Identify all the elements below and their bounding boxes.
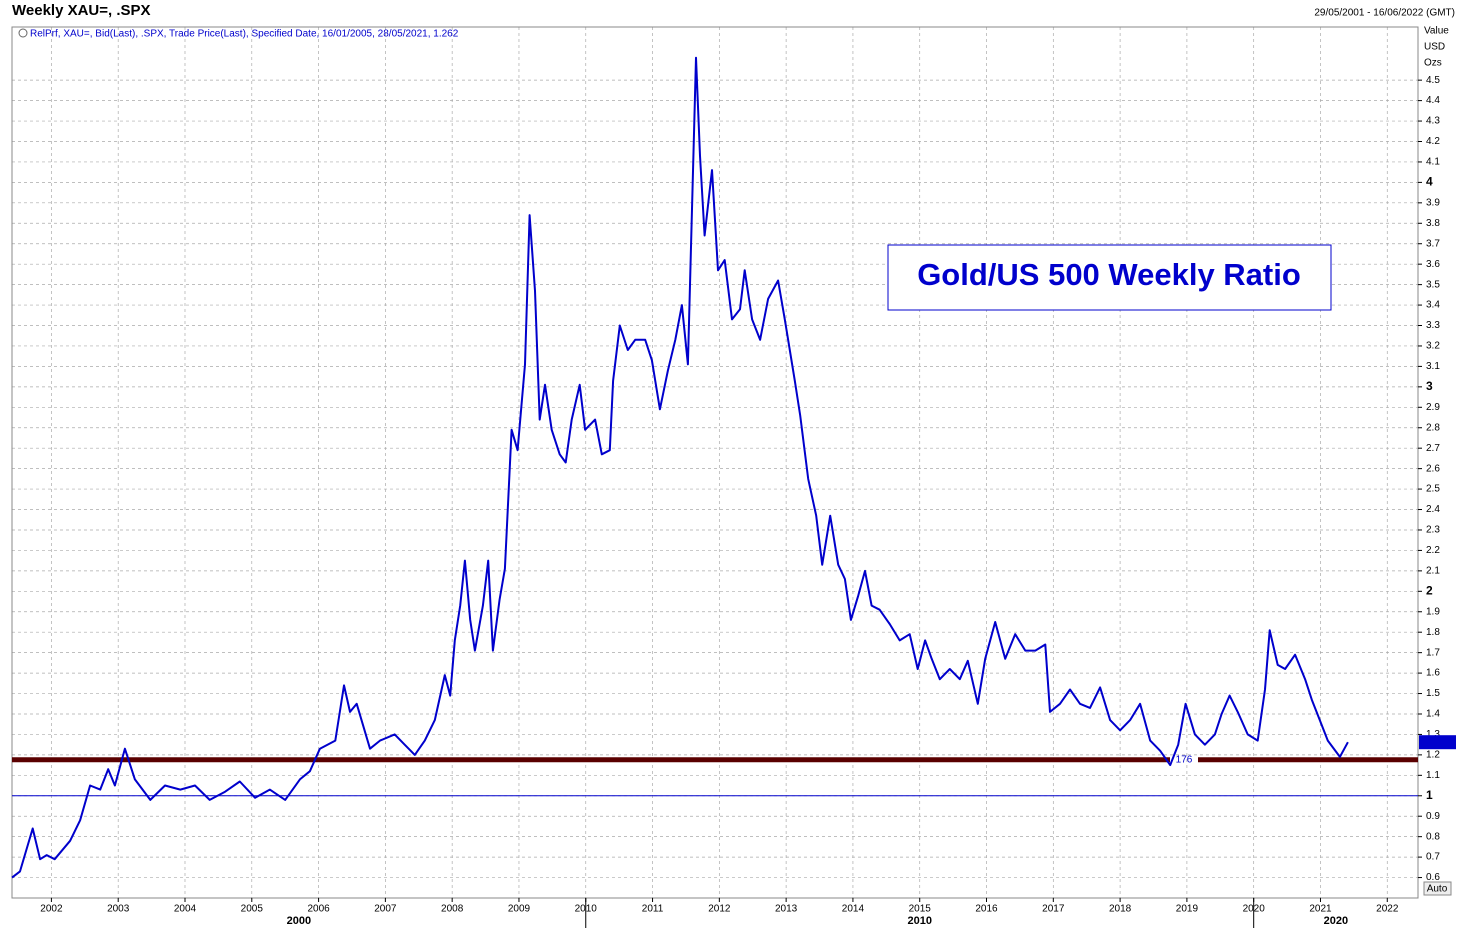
decade-label: 2000 [287,915,311,927]
y-tick-label: 4.1 [1426,157,1440,168]
y-tick-label: 1.2 [1426,750,1440,761]
x-tick-label: 2012 [708,904,731,915]
x-tick-label: 2019 [1176,904,1199,915]
y-tick-label: 4.2 [1426,136,1440,147]
annotation: Gold/US 500 Weekly Ratio [917,257,1301,292]
y-tick-label: 4.5 [1426,75,1440,86]
y-tick-label: 3.2 [1426,341,1440,352]
y-tick-label: 3.4 [1426,300,1440,311]
plot-frame [11,26,1419,899]
x-tick-label: 2022 [1376,904,1399,915]
x-tick-label: 2011 [642,904,664,915]
y-tick-label: 3.9 [1426,197,1440,208]
y-tick-label: 4.4 [1426,95,1440,106]
y-tick-label: 2.7 [1426,443,1440,454]
y-tick-label: 2.3 [1426,525,1440,536]
date-range: 29/05/2001 - 16/06/2022 (GMT) [1314,8,1455,19]
annotation-box [887,244,1332,311]
y-tick-label: 1.8 [1426,627,1440,638]
x-tick-label: 2006 [307,904,330,915]
y-tick-label: 3.8 [1426,218,1440,229]
y-tick-label: 1.9 [1426,606,1440,617]
x-tick-label: 2007 [374,904,397,915]
x-tick-label: 2002 [40,904,63,915]
support-label: 176 [1176,754,1193,765]
y-tick-label: 3.6 [1426,259,1440,270]
chart-title: Weekly XAU=, .SPX [12,2,151,19]
y-tick-label: 1.1 [1426,770,1440,781]
y-tick-label: 1 [1426,788,1433,802]
y-tick-label: 3.1 [1426,361,1440,372]
y-tick-label: 3 [1426,379,1433,393]
y-tick-label: 2.1 [1426,566,1440,577]
legend-icon [18,28,28,38]
x-tick-label: 2018 [1109,904,1132,915]
y-tick-label: 2.9 [1426,402,1440,413]
last-value-marker [1419,735,1456,750]
y-tick-label: 2.4 [1426,504,1440,515]
y-tick-label: 3.3 [1426,320,1440,331]
y-tick-label: 0.9 [1426,811,1440,822]
x-tick-label: 2003 [107,904,130,915]
x-tick-label: 2015 [909,904,932,915]
x-tick-label: 2013 [775,904,798,915]
y-tick-label: 1.5 [1426,688,1440,699]
auto-button-label[interactable]: Auto [1427,884,1448,895]
axis-unit: Ozs [1424,58,1442,69]
y-tick-label: 2.2 [1426,545,1440,556]
y-tick-label: 4 [1426,175,1433,189]
x-tick-label: 2009 [508,904,531,915]
y-tick-label: 1.4 [1426,709,1440,720]
y-tick-label: 2.6 [1426,463,1440,474]
y-tick-label: 1.6 [1426,668,1440,679]
y-tick-label: 2.8 [1426,422,1440,433]
y-tick-label: 3.5 [1426,279,1440,290]
y-tick-label: 2 [1426,583,1433,597]
x-tick-label: 2008 [441,904,464,915]
y-tick-label: 3.7 [1426,238,1440,249]
x-tick-label: 2016 [975,904,998,915]
axis-unit: USD [1424,42,1445,53]
y-tick-label: 0.7 [1426,852,1440,863]
decade-label: 2010 [907,915,931,927]
y-tick-label: 1.3 [1426,729,1440,740]
x-tick-label: 2005 [241,904,264,915]
y-tick-label: 2.5 [1426,484,1440,495]
decade-label: 2020 [1324,915,1348,927]
series-line [11,56,1349,879]
y-tick-label: 4.3 [1426,116,1440,127]
x-tick-label: 2021 [1309,904,1332,915]
auto-button[interactable] [1423,881,1452,896]
y-tick-label: 0.6 [1426,872,1440,883]
x-tick-label: 2017 [1042,904,1065,915]
x-tick-label: 2004 [174,904,197,915]
axis-unit: Value [1424,26,1449,37]
legend-text: RelPrf, XAU=, Bid(Last), .SPX, Trade Pri… [30,29,459,40]
y-tick-label: 0.8 [1426,831,1440,842]
x-tick-label: 2014 [842,904,865,915]
y-tick-label: 1.7 [1426,647,1440,658]
